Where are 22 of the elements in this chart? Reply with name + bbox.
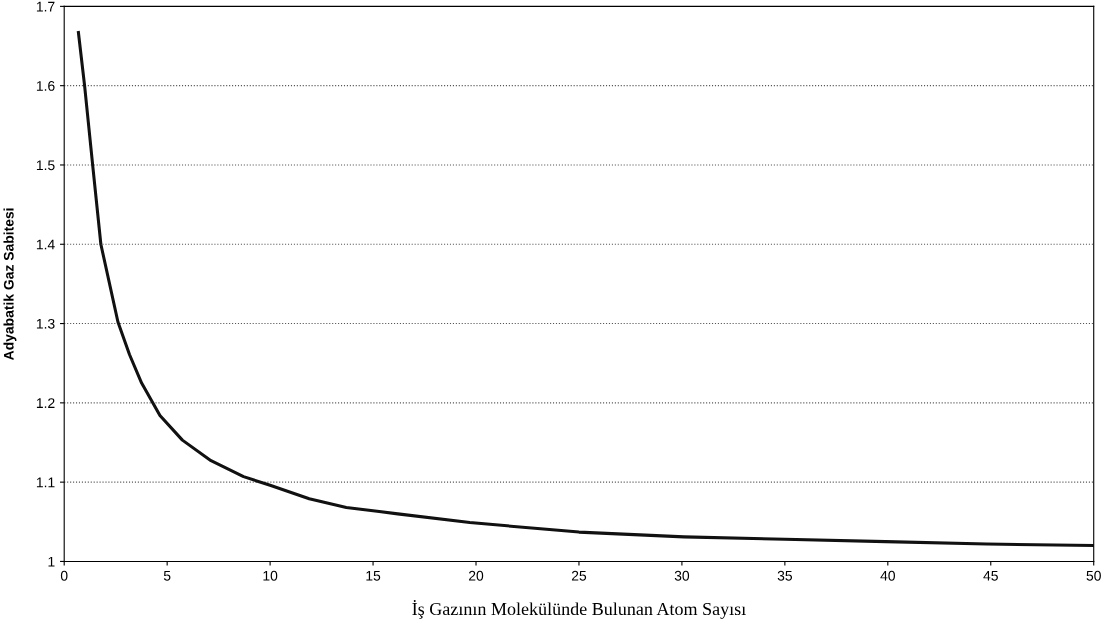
y-tick-label: 1.6 bbox=[36, 81, 55, 91]
x-tick-label: 0 bbox=[60, 570, 68, 581]
y-axis-title: Adyabatik Gaz Sabitesi bbox=[3, 208, 17, 360]
y-tick-label: 1.5 bbox=[36, 160, 55, 171]
x-tick-label: 10 bbox=[263, 570, 278, 581]
y-tick-label: 1.1 bbox=[36, 477, 55, 488]
x-tick-label: 15 bbox=[366, 570, 381, 581]
x-tick-label: 25 bbox=[571, 570, 587, 581]
y-tick-label: 1.7 bbox=[36, 1, 55, 12]
y-tick-label: 1.3 bbox=[36, 318, 55, 329]
x-tick-label: 20 bbox=[468, 570, 484, 581]
x-tick-label: 50 bbox=[1086, 570, 1101, 581]
x-tick-label: 35 bbox=[777, 570, 793, 581]
line-series bbox=[76, 31, 1094, 548]
x-tick-label: 30 bbox=[674, 570, 690, 581]
y-tick-label: 1.2 bbox=[36, 398, 55, 408]
x-axis-title: İş Gazının Molekülünde Bulunan Atom Sayısı bbox=[412, 600, 746, 619]
x-tick-label: 45 bbox=[983, 570, 998, 581]
x-tick-label: 5 bbox=[163, 570, 171, 581]
x-tick-label: 40 bbox=[880, 570, 895, 581]
y-tick-label: 1.4 bbox=[36, 239, 55, 250]
y-tick-label: 1 bbox=[48, 556, 55, 567]
